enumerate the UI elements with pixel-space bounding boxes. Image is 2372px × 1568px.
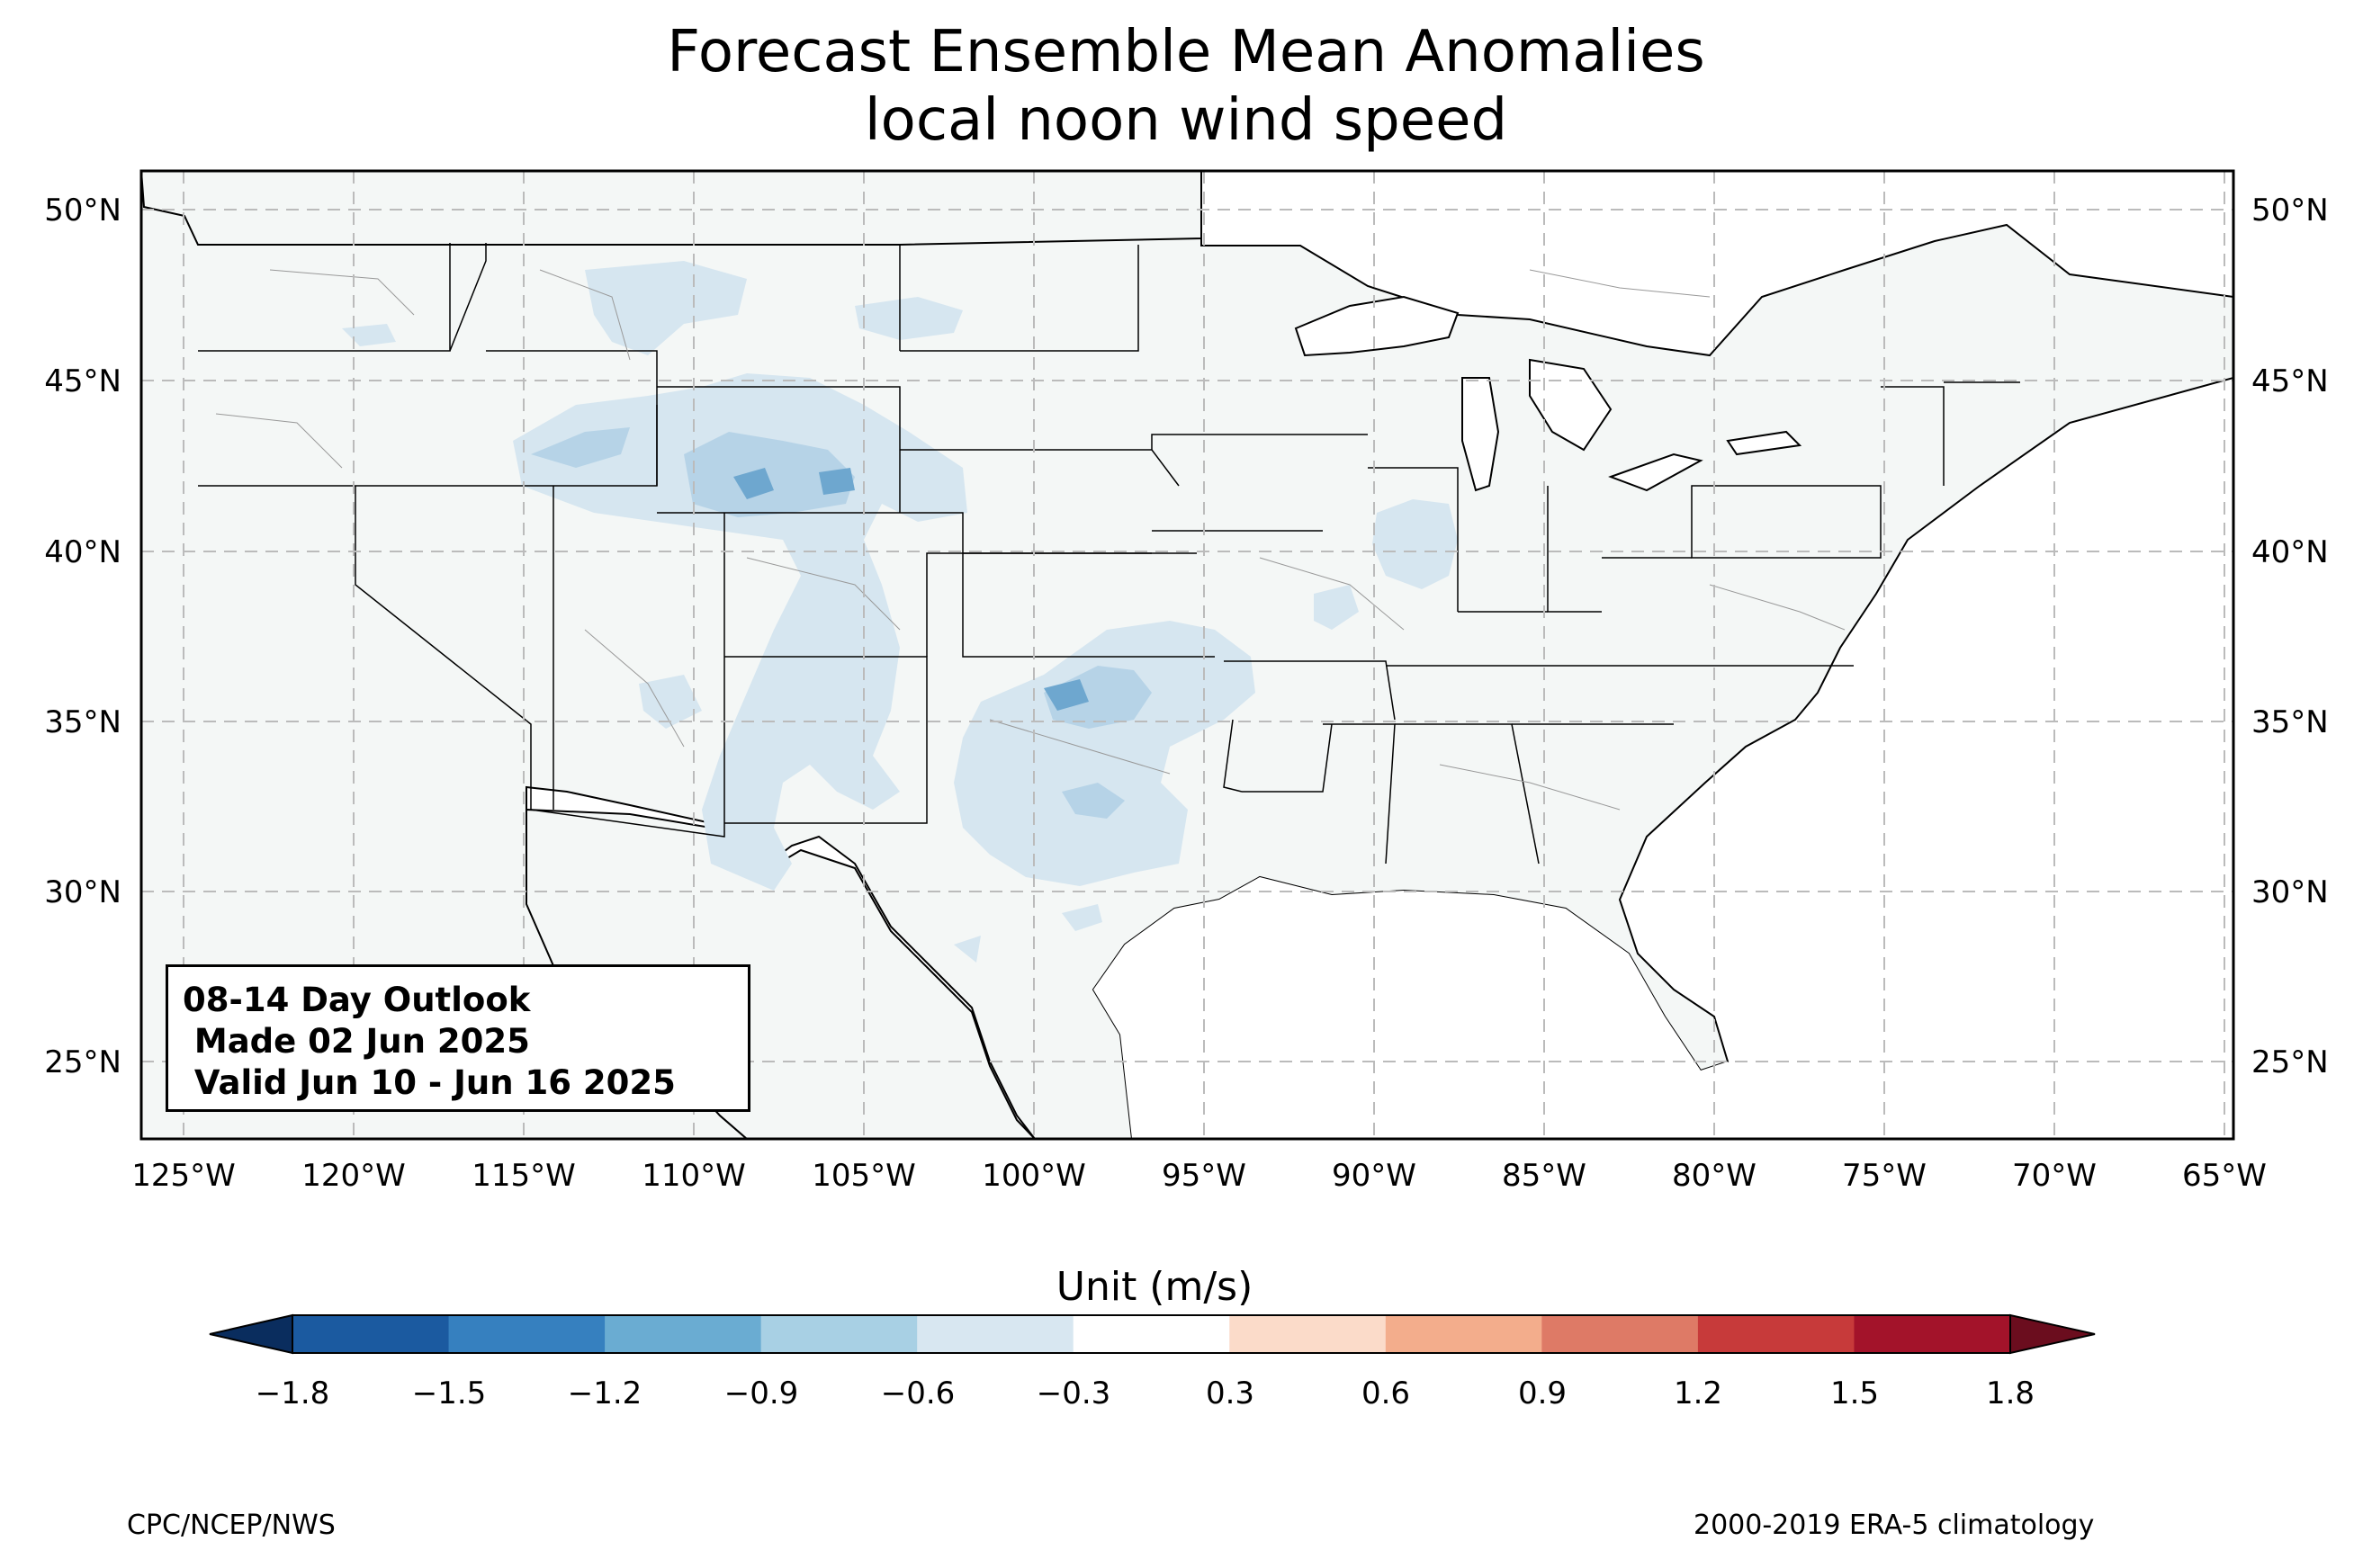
colorbar-tick-label: −0.6 [881,1375,956,1411]
lon-label-100w: 100°W [982,1158,1086,1194]
colorbar-segment [760,1315,918,1353]
lon-label-110w: 110°W [642,1158,746,1194]
outlook-info-box: 08-14 Day Outlook Made 02 Jun 2025 Valid… [166,964,750,1112]
colorbar-tick-label: 1.2 [1674,1375,1722,1411]
lat-label-left-25n: 25°N [44,1044,121,1080]
colorbar-tick-label: −0.3 [1037,1375,1111,1411]
map-title-line-1: Forecast Ensemble Mean Anomalies [667,19,1705,85]
colorbar: −1.8 −1.5 −1.2 −0.9 −0.6 −0.3 0.3 0.6 0.… [209,1313,2096,1411]
colorbar-segment [917,1315,1074,1353]
secondary-boundaries [215,269,1846,811]
lon-label-115w: 115°W [472,1158,576,1194]
lat-label-left-40n: 40°N [44,534,121,570]
lat-label-left-30n: 30°N [44,874,121,910]
credit-right: 2000-2019 ERA-5 climatology [1694,1510,2095,1541]
lat-label-left-50n: 50°N [44,193,121,228]
lake-superior [1294,295,1460,357]
lon-label-65w: 65°W [2182,1158,2267,1194]
colorbar-segment [1229,1315,1387,1353]
canada-land [141,171,1202,246]
lat-label-right-45n: 45°N [2251,363,2329,399]
state-boundaries [198,243,2020,865]
colorbar-segment [1697,1315,1855,1353]
outlook-made-date: Made 02 Jun 2025 [183,1022,530,1061]
colorbar-tick-label: 0.3 [1206,1375,1254,1411]
lat-label-left-35n: 35°N [44,704,121,740]
lat-label-right-30n: 30°N [2251,874,2329,910]
map-title-line-2: local noon wind speed [864,87,1508,154]
colorbar-tick-label: −1.8 [256,1375,330,1411]
lon-label-80w: 80°W [1672,1158,1757,1194]
colorbar-outline [292,1314,2011,1354]
lat-label-right-25n: 25°N [2251,1044,2329,1080]
colorbar-segment [605,1315,762,1353]
colorbar-over-extension [2009,1313,2096,1355]
lake-michigan [1461,377,1500,492]
gulf-of-mexico [1093,877,1764,1139]
outlook-valid-range: Valid Jun 10 - Jun 16 2025 [183,1063,676,1102]
lake-ontario [1726,430,1802,456]
outlook-period: 08-14 Day Outlook [183,981,531,1019]
colorbar-segment [1541,1315,1699,1353]
anomaly-shading [342,261,1458,963]
longitude-labels: 125°W 120°W 115°W 110°W 105°W 100°W 95°W… [131,1158,2267,1194]
colorbar-tick-label: 1.5 [1830,1375,1879,1411]
lon-label-75w: 75°W [1842,1158,1927,1194]
colorbar-tick-label: 0.9 [1518,1375,1567,1411]
colorbar-tick-label: −1.5 [412,1375,487,1411]
colorbar-title: Unit (m/s) [1056,1264,1253,1310]
map-border [139,169,2235,1141]
lon-label-120w: 120°W [301,1158,406,1194]
colorbar-segment [1073,1315,1230,1353]
lon-label-95w: 95°W [1162,1158,1246,1194]
credit-left: CPC/NCEP/NWS [127,1510,336,1541]
lat-label-right-35n: 35°N [2251,704,2329,740]
lon-label-90w: 90°W [1332,1158,1416,1194]
lon-label-125w: 125°W [131,1158,236,1194]
lat-label-right-50n: 50°N [2251,193,2329,228]
latitude-labels-left: 50°N 45°N 40°N 35°N 30°N 25°N [44,193,121,1080]
colorbar-segment [1385,1315,1542,1353]
graticule [141,171,2233,1139]
lon-label-70w: 70°W [2012,1158,2097,1194]
latitude-labels-right: 50°N 45°N 40°N 35°N 30°N 25°N [2251,193,2329,1080]
colorbar-segment [1854,1315,2011,1353]
colorbar-tick-label: 1.8 [1986,1375,2035,1411]
colorbar-segment [292,1315,450,1353]
colorbar-tick-label: 0.6 [1361,1375,1410,1411]
lat-label-right-40n: 40°N [2251,534,2329,570]
colorbar-segment [448,1315,606,1353]
lake-huron [1529,358,1613,452]
lake-erie [1608,452,1703,492]
colorbar-tick-label: −1.2 [568,1375,642,1411]
colorbar-under-extension [209,1313,293,1355]
colorbar-tick-label: −0.9 [724,1375,799,1411]
lon-label-105w: 105°W [812,1158,916,1194]
lat-label-left-45n: 45°N [44,363,121,399]
lon-label-85w: 85°W [1502,1158,1586,1194]
